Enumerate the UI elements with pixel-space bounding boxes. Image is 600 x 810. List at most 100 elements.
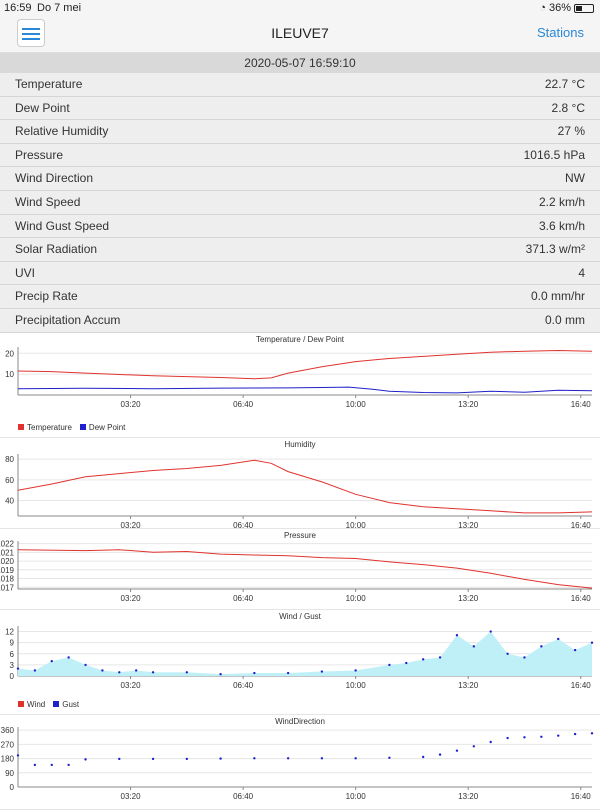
battery-percent: 36%	[548, 2, 571, 14]
observation-value: 371.3 w/m²	[525, 242, 585, 257]
observation-label: Precip Rate	[15, 289, 78, 304]
data-point	[557, 734, 560, 737]
observation-row: Wind Gust Speed 3.6 km/h	[0, 215, 600, 239]
x-tick-label: 10:00	[346, 400, 367, 409]
data-point	[573, 648, 577, 651]
y-tick-label: 40	[5, 496, 14, 505]
data-point	[253, 756, 256, 759]
data-point	[421, 755, 425, 758]
data-point	[33, 668, 37, 672]
status-bar: 16:59 Do 7 mei ◔ 36%	[0, 0, 600, 16]
y-tick-label: 180	[1, 754, 15, 763]
observation-time: 2020-05-07 16:59:10	[0, 53, 600, 73]
observation-row: Dew Point 2.8 °C	[0, 97, 600, 121]
legend-label: Dew Point	[88, 422, 126, 432]
x-tick-label: 03:20	[121, 792, 142, 801]
data-point	[438, 752, 442, 756]
observation-row: Relative Humidity 27 %	[0, 120, 600, 144]
data-point	[185, 670, 189, 674]
data-point	[16, 666, 20, 670]
x-tick-label: 16:40	[571, 594, 592, 603]
observation-value: 4	[578, 265, 585, 280]
y-tick-label: 20	[5, 349, 14, 358]
y-tick-label: 0	[10, 783, 15, 792]
y-tick-label: 9	[10, 638, 15, 647]
wifi-icon: ◔	[539, 2, 546, 14]
x-tick-label: 06:40	[233, 681, 254, 690]
battery-fill	[576, 5, 582, 11]
data-point	[50, 659, 53, 662]
x-tick-label: 10:00	[346, 792, 367, 801]
data-point	[455, 633, 459, 636]
x-tick-label: 10:00	[346, 681, 367, 690]
legend-label: Wind	[27, 699, 46, 709]
chart-svg: 0 3 6 9 12 03:20 06:40 10:00 13:20 16:40	[5, 625, 594, 690]
chart-svg: 0 90 180 270 360 03:20 06:40 10:00 13:20 16:40	[1, 726, 594, 801]
data-point	[286, 756, 290, 759]
data-point	[354, 668, 357, 672]
data-point	[523, 735, 526, 738]
data-point	[219, 672, 222, 675]
x-tick-label: 13:20	[458, 681, 479, 690]
data-point	[557, 637, 560, 640]
observation-label: Wind Gust Speed	[15, 218, 110, 233]
y-tick-label: 6	[10, 649, 15, 658]
legend-item: Gust	[53, 700, 79, 709]
y-tick-label: 1018	[0, 574, 15, 583]
data-point	[438, 655, 442, 659]
observation-value: 2.2 km/h	[538, 194, 585, 209]
observation-row: Solar Radiation 371.3 w/m²	[0, 238, 600, 262]
data-point	[506, 652, 509, 655]
legend-label: Temperature	[27, 422, 72, 432]
observation-value: 0.0 mm/hr	[530, 289, 585, 304]
legend-item: Dew Point	[79, 422, 126, 432]
x-tick-label: 10:00	[346, 521, 367, 528]
data-point	[67, 763, 70, 766]
y-tick-label: 90	[5, 768, 14, 777]
y-tick-label: 270	[1, 740, 15, 749]
data-point	[405, 661, 408, 664]
x-tick-label: 13:20	[458, 400, 479, 409]
observation-label: Wind Direction	[15, 171, 94, 186]
y-tick-label: 60	[5, 475, 14, 484]
observation-label: Relative Humidity	[15, 124, 109, 139]
observation-value: 22.7 °C	[544, 77, 585, 91]
x-tick-label: 16:40	[571, 681, 592, 690]
chart-title: Temperature / Dew Point	[255, 334, 345, 344]
chart-4: WindDirection 0 90 180 270 360 03:20 06:40 10:00…	[0, 715, 600, 810]
data-point	[50, 763, 53, 766]
chart-title: Wind / Gust	[279, 611, 321, 621]
data-point	[67, 655, 70, 659]
data-point	[219, 756, 222, 760]
legend-swatch	[79, 424, 86, 431]
observation-label: UVI	[15, 265, 36, 280]
data-point	[320, 756, 324, 759]
chart-1: Humidity 40 60 80 03:20 06:40 10:00 13:20 16:40	[0, 438, 600, 529]
data-point	[421, 657, 425, 661]
menu-button[interactable]	[17, 19, 45, 47]
status-right: ◔ 36%	[539, 2, 594, 14]
x-tick-label: 03:20	[121, 594, 142, 603]
observation-row: Temperature 22.7 °C	[0, 73, 600, 97]
stations-link[interactable]: Stations	[537, 25, 584, 40]
chart-legend: Wind Gust	[18, 700, 79, 709]
x-tick-label: 03:20	[121, 521, 142, 528]
observation-row: Precip Rate 0.0 mm/hr	[0, 285, 600, 309]
observation-list: Temperature 22.7 °C Dew Point 2.8 °C Relativ…	[0, 73, 600, 333]
data-point	[151, 757, 155, 760]
observation-label: Dew Point	[15, 100, 70, 115]
chart-title: WindDirection	[275, 716, 325, 726]
data-point	[388, 756, 391, 759]
observation-row: UVI 4	[0, 262, 600, 286]
observation-label: Wind Speed	[15, 194, 81, 209]
charts-area: Temperature / Dew Point 10 20 03:20 06:40 10:…	[0, 333, 600, 810]
x-tick-label: 16:40	[571, 521, 592, 528]
hamburger-icon	[22, 33, 40, 35]
x-tick-label: 03:20	[121, 400, 142, 409]
chart-svg: 40 60 80 03:20 06:40 10:00 13:20 16:40	[5, 453, 593, 528]
y-tick-label: 360	[1, 726, 15, 735]
observation-value: 1016.5 hPa	[523, 147, 585, 162]
data-point	[540, 735, 543, 738]
y-tick-label: 1019	[0, 565, 15, 574]
